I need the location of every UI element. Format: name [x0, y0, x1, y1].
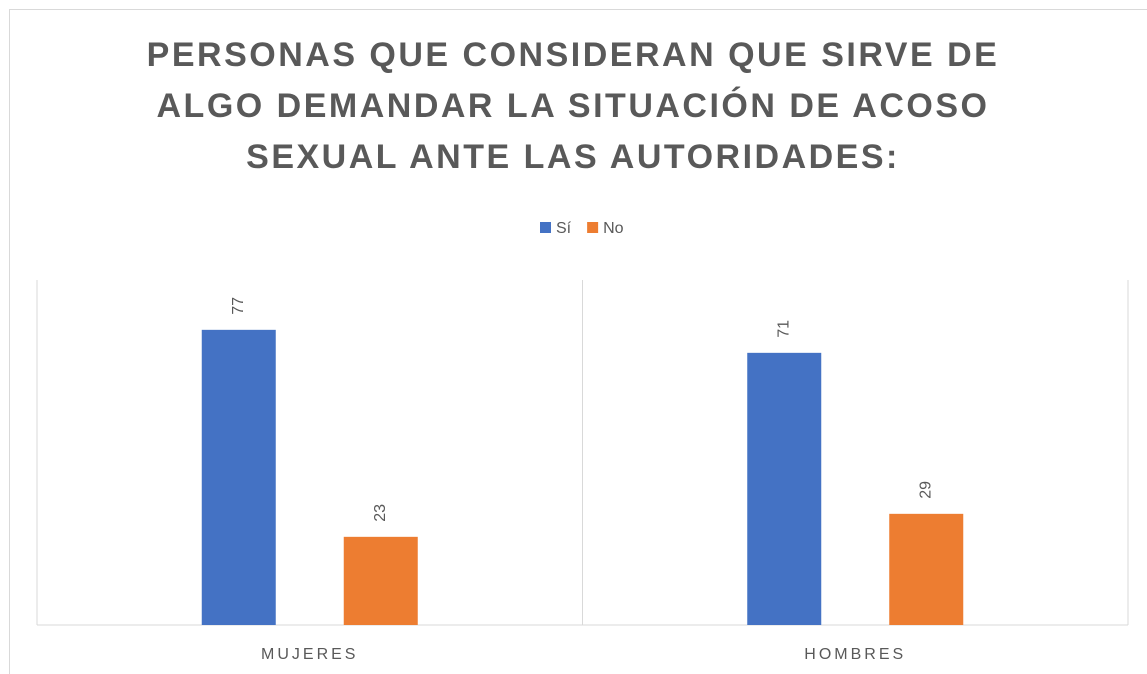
legend-label: Sí — [556, 220, 572, 237]
legend-swatch — [587, 222, 599, 233]
x-tick-label: MUJERES — [261, 646, 358, 663]
bar — [343, 536, 418, 625]
legend-label: No — [603, 220, 624, 237]
bar — [747, 352, 822, 625]
bar — [201, 329, 276, 625]
bar — [889, 513, 964, 625]
chart-title: PERSONAS QUE CONSIDERAN QUE SIRVE DE ALG… — [146, 36, 1000, 176]
data-label: 23 — [372, 504, 389, 522]
chart-frame — [9, 9, 1147, 674]
x-tick-label: HOMBRES — [804, 646, 906, 663]
data-label: 29 — [917, 481, 934, 499]
data-label: 71 — [775, 320, 792, 338]
data-label: 77 — [230, 297, 247, 315]
legend-swatch — [540, 222, 551, 233]
